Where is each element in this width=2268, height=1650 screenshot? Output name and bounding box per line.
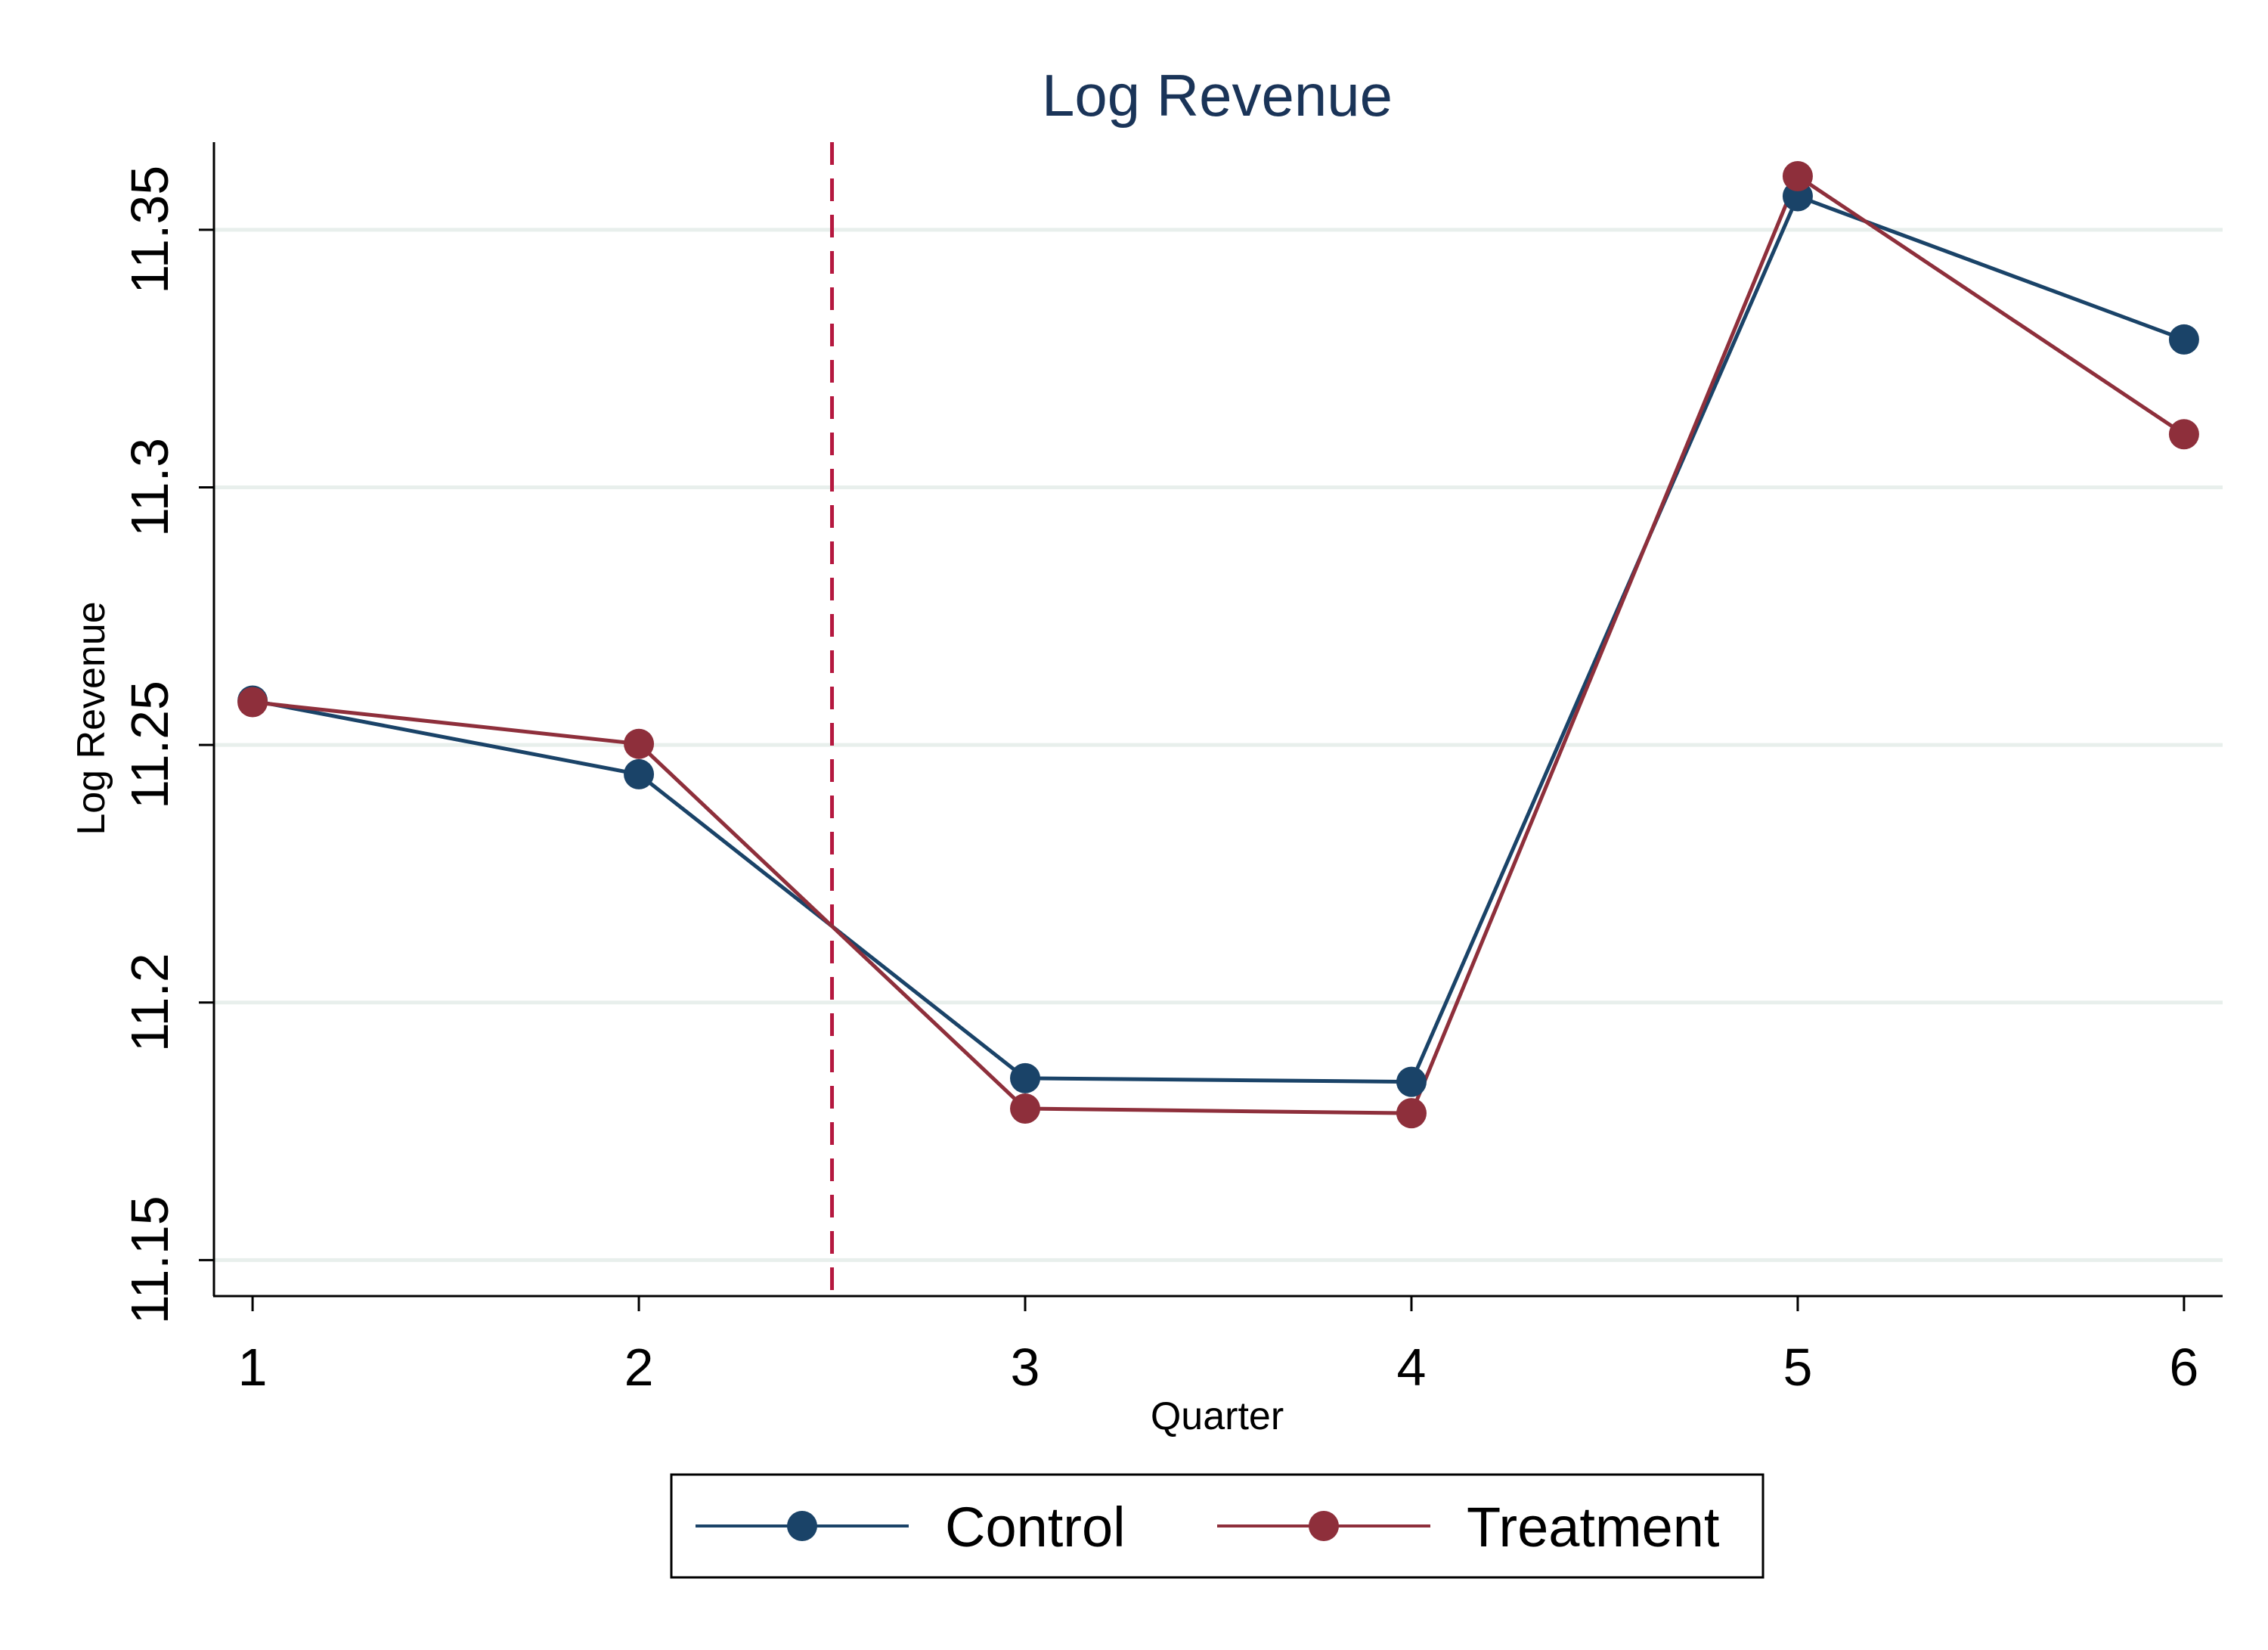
y-tick-label: 11.25 xyxy=(120,681,179,809)
data-point-treatment xyxy=(1782,160,1813,191)
y-tick-label: 11.15 xyxy=(120,1196,179,1324)
data-point-control xyxy=(1010,1062,1041,1093)
series-markers xyxy=(237,160,2199,1129)
data-point-treatment xyxy=(237,687,268,718)
x-tick-label: 3 xyxy=(1011,1338,1040,1397)
legend-treatment-label: Treatment xyxy=(1467,1496,1720,1559)
x-ticks: 1 2 3 4 5 6 xyxy=(238,1296,2198,1397)
y-tick-label: 11.35 xyxy=(120,166,179,294)
x-tick-label: 1 xyxy=(238,1338,268,1397)
x-tick-label: 5 xyxy=(1783,1338,1812,1397)
data-point-control xyxy=(624,758,655,789)
data-point-treatment xyxy=(1010,1093,1041,1124)
legend: Control Treatment xyxy=(670,1473,1765,1579)
x-axis-title: Quarter xyxy=(1151,1394,1284,1438)
data-point-treatment xyxy=(2168,419,2199,450)
y-ticks: 11.15 11.2 11.25 11.3 11.35 xyxy=(120,166,214,1324)
chart-title: Log Revenue xyxy=(1042,62,1393,129)
x-tick-label: 2 xyxy=(624,1338,654,1397)
data-point-control xyxy=(1396,1066,1427,1097)
y-tick-label: 11.3 xyxy=(120,438,179,537)
legend-control-marker xyxy=(787,1511,817,1541)
y-tick-label: 11.2 xyxy=(120,953,179,1052)
y-axis-title: Log Revenue xyxy=(70,601,113,835)
series-lines xyxy=(252,174,2186,1115)
data-point-treatment xyxy=(624,728,655,759)
legend-control-label: Control xyxy=(945,1496,1126,1559)
series-line-treatment xyxy=(252,174,2186,1115)
x-tick-label: 4 xyxy=(1397,1338,1427,1397)
data-point-treatment xyxy=(1396,1098,1427,1129)
data-point-control xyxy=(2168,324,2199,355)
grid-lines xyxy=(214,228,2223,1262)
legend-treatment-marker xyxy=(1309,1511,1339,1541)
x-tick-label: 6 xyxy=(2169,1338,2198,1397)
